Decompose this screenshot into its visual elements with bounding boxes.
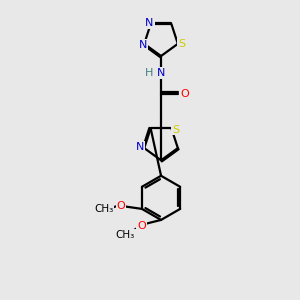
Text: S: S: [178, 39, 185, 49]
Text: H: H: [145, 68, 153, 78]
Text: S: S: [172, 124, 179, 135]
Text: CH₃: CH₃: [94, 204, 113, 214]
Text: N: N: [145, 18, 154, 28]
Text: N: N: [136, 142, 144, 152]
Text: N: N: [139, 40, 147, 50]
Text: O: O: [117, 201, 125, 212]
Text: O: O: [137, 221, 146, 231]
Text: CH₃: CH₃: [116, 230, 135, 240]
Text: O: O: [180, 88, 189, 99]
Text: N: N: [157, 68, 165, 78]
